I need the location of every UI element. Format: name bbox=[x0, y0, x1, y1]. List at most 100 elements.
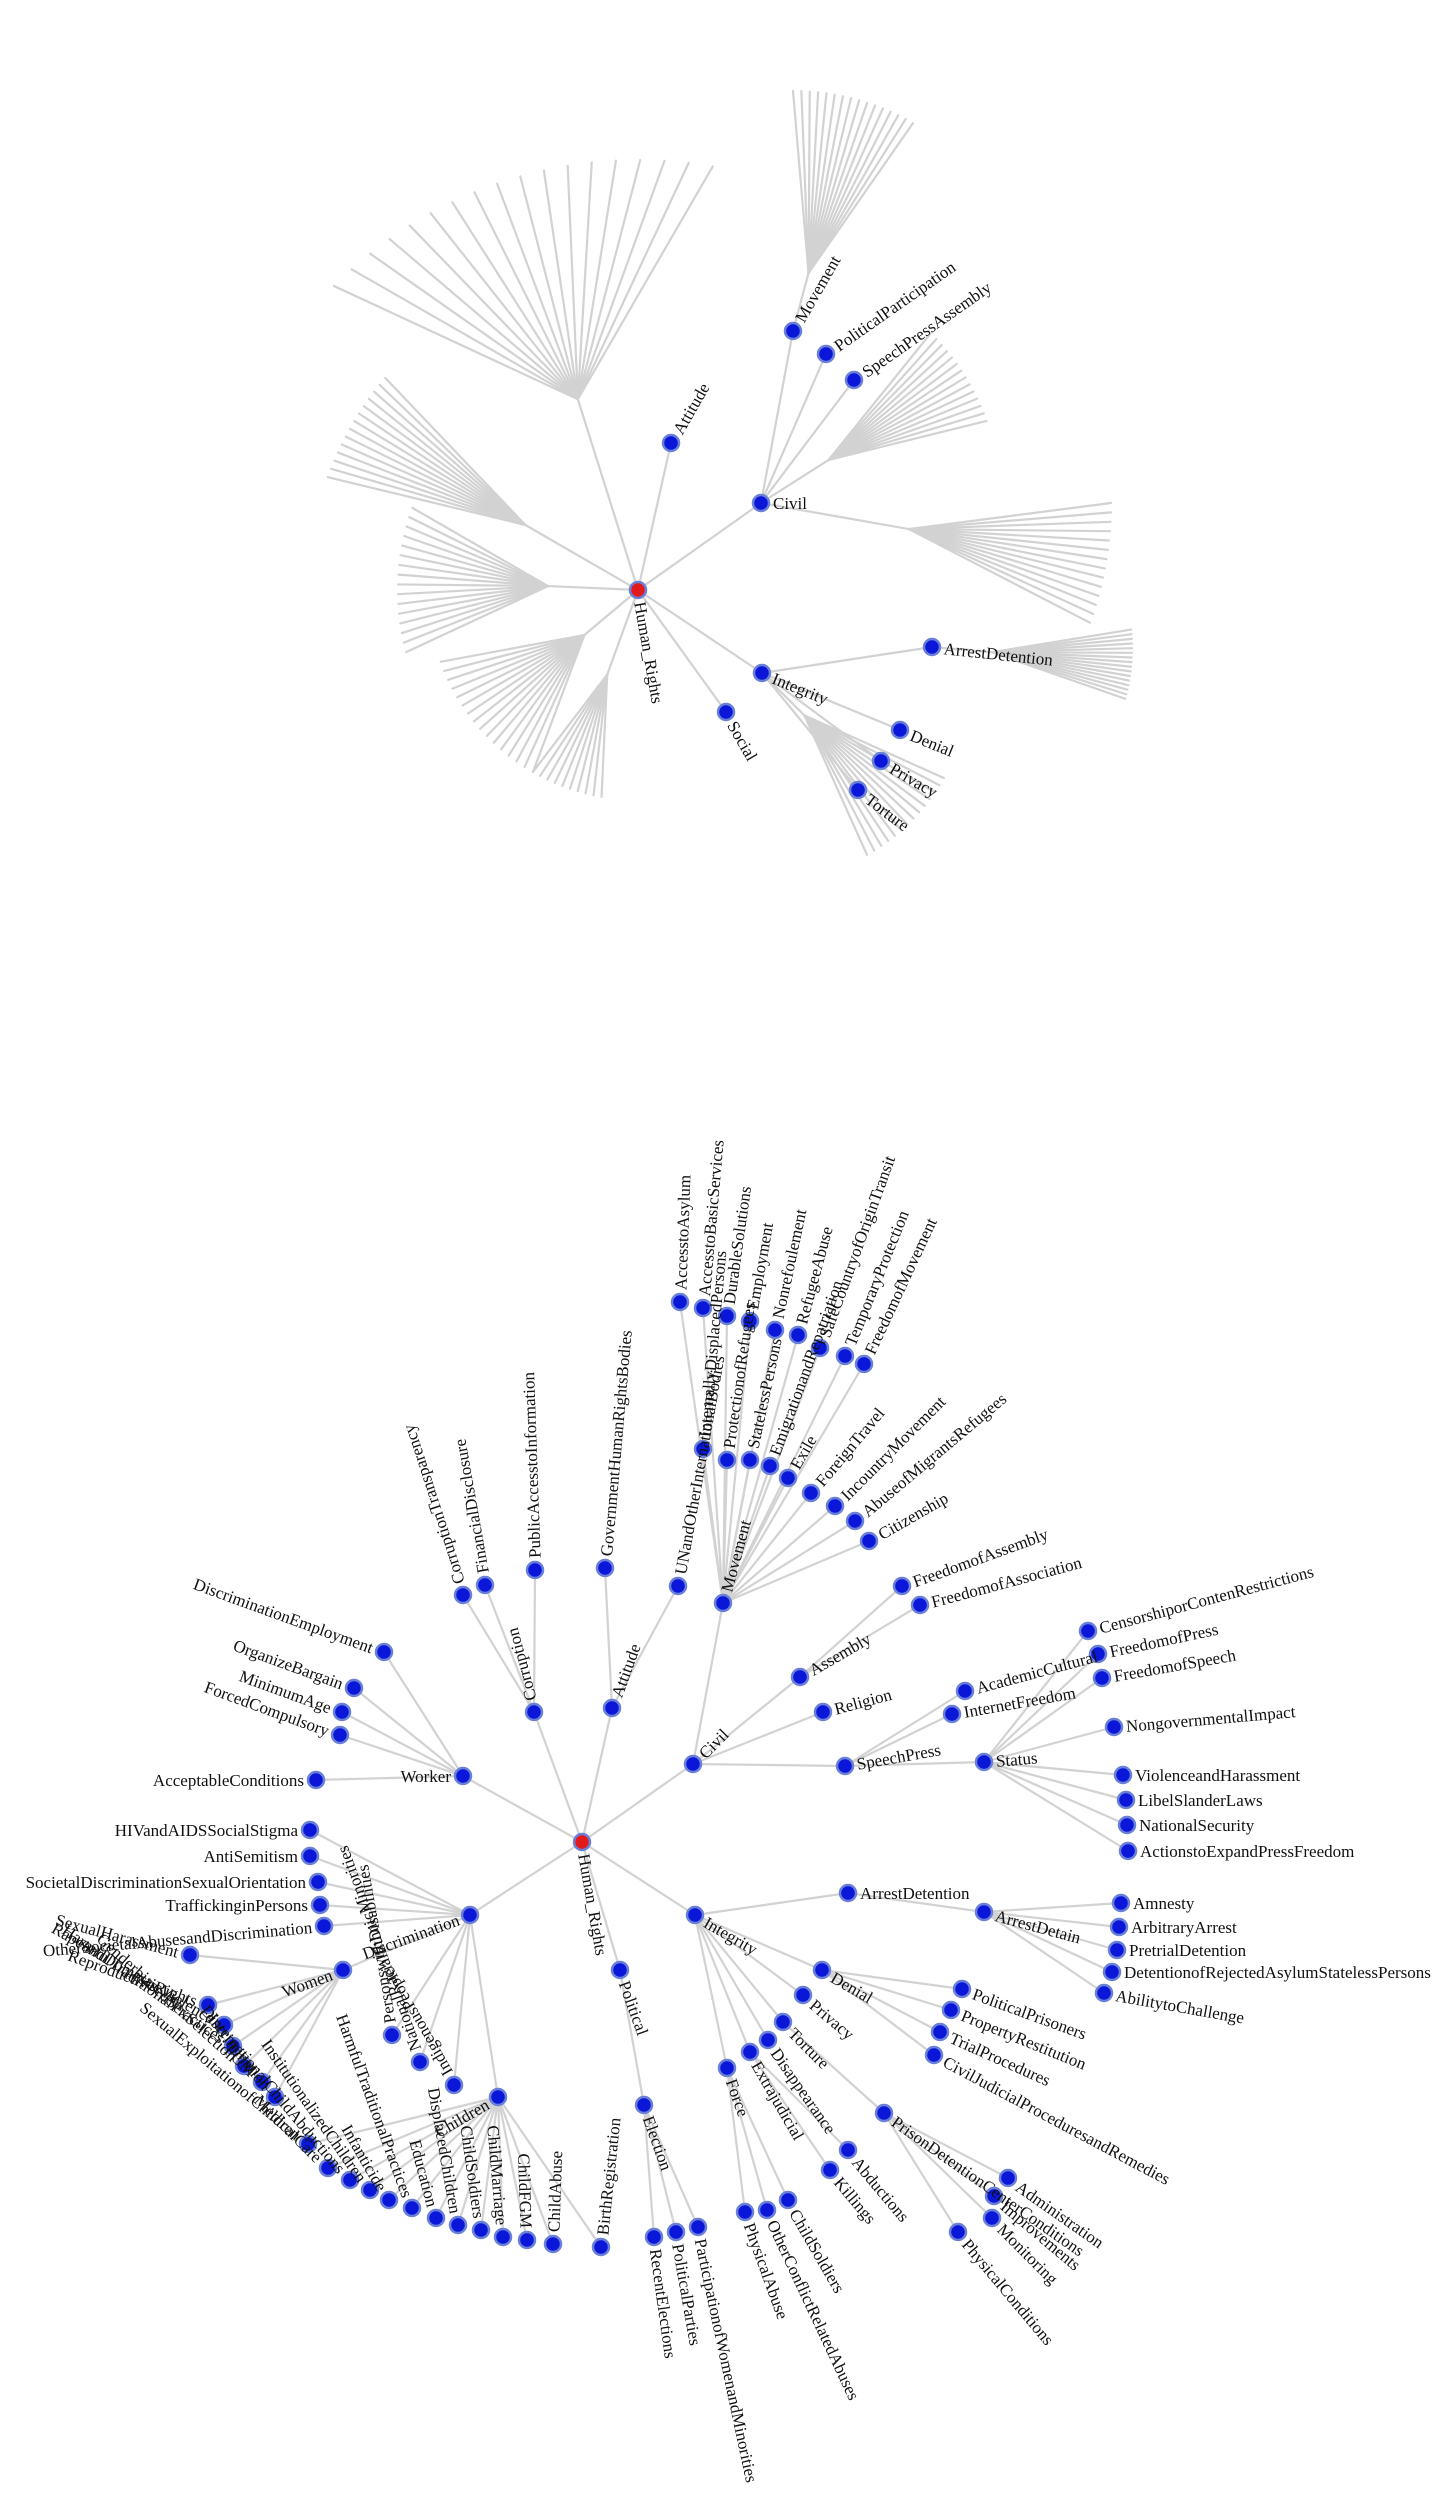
node-corruption-transparency[interactable] bbox=[453, 1585, 473, 1605]
node-trial-procedures[interactable] bbox=[930, 2022, 950, 2042]
node-internally-displaced-persons[interactable] bbox=[693, 1439, 713, 1459]
node-societal-discrimination-sexual-orientation[interactable] bbox=[308, 1872, 328, 1892]
node-medical-care[interactable] bbox=[318, 2158, 338, 2178]
node-prison-detention-center-conditions[interactable] bbox=[874, 2103, 894, 2123]
node-freedomof-assembly[interactable] bbox=[892, 1576, 912, 1596]
node-financial-disclosure[interactable] bbox=[475, 1575, 495, 1595]
node-privacy[interactable] bbox=[793, 1985, 813, 2005]
node-education[interactable] bbox=[426, 2208, 446, 2228]
node-internet-freedom[interactable] bbox=[942, 1704, 962, 1724]
node-child-soldiers[interactable] bbox=[778, 2190, 798, 2210]
node-sexual-harassment[interactable] bbox=[180, 1945, 200, 1965]
node-durable-solutions[interactable] bbox=[717, 1306, 737, 1326]
node-privacy[interactable] bbox=[871, 751, 891, 771]
node-torture[interactable] bbox=[773, 2012, 793, 2032]
node-children[interactable] bbox=[488, 2087, 508, 2107]
node-temporary-protection[interactable] bbox=[835, 1346, 855, 1366]
node-political[interactable] bbox=[610, 1960, 630, 1980]
node-arbitrary-arrest[interactable] bbox=[1109, 1917, 1129, 1937]
node-displaced-children[interactable] bbox=[448, 2215, 468, 2235]
node-property-restitution[interactable] bbox=[941, 2000, 961, 2020]
node-women[interactable] bbox=[333, 1960, 353, 1980]
node-genderbiased-sex-selection[interactable] bbox=[234, 2056, 254, 2076]
node-harmful-traditional-practices[interactable] bbox=[402, 2198, 422, 2218]
node-status[interactable] bbox=[974, 1752, 994, 1772]
node-other-societal-abusesand-discrimination[interactable] bbox=[314, 1916, 334, 1936]
node-safe-countryof-origin-transit[interactable] bbox=[810, 1338, 830, 1358]
node-emigrationand-repatriation[interactable] bbox=[760, 1456, 780, 1476]
node-child-marriage[interactable] bbox=[493, 2227, 513, 2247]
node-arrest-detain[interactable] bbox=[974, 1902, 994, 1922]
node-movement[interactable] bbox=[783, 321, 803, 341]
node-exile[interactable] bbox=[778, 1468, 798, 1488]
node-denial[interactable] bbox=[812, 1960, 832, 1980]
node-acceptable-conditions[interactable] bbox=[306, 1770, 326, 1790]
node-freedomof-association[interactable] bbox=[910, 1595, 930, 1615]
node-forced-compulsory[interactable] bbox=[330, 1725, 350, 1745]
node-attitude[interactable] bbox=[602, 1698, 622, 1718]
node-rapeand-domestic-violence[interactable] bbox=[214, 2015, 234, 2035]
node-birth-registration[interactable] bbox=[591, 2237, 611, 2257]
node-infanticide[interactable] bbox=[379, 2190, 399, 2210]
node-religion[interactable] bbox=[813, 1702, 833, 1722]
root-node[interactable] bbox=[572, 1832, 592, 1852]
node-attitude[interactable] bbox=[661, 433, 681, 453]
node-reproductive-rights[interactable] bbox=[198, 1995, 218, 2015]
node-participationof-womenand-minorities[interactable] bbox=[688, 2217, 708, 2237]
node-political-participation[interactable] bbox=[816, 344, 836, 364]
node-nongovernmental-impact[interactable] bbox=[1104, 1717, 1124, 1737]
node-citizenship[interactable] bbox=[859, 1531, 879, 1551]
node-child-abuse[interactable] bbox=[543, 2234, 563, 2254]
node-accessto-basic-services[interactable] bbox=[693, 1298, 713, 1318]
node-civil-judicial-proceduresand-remedies[interactable] bbox=[924, 2045, 944, 2065]
node-institutionalized-children[interactable] bbox=[360, 2180, 380, 2200]
node-pretrial-detention[interactable] bbox=[1107, 1940, 1127, 1960]
node-abuseof-migrants-refugees[interactable] bbox=[845, 1511, 865, 1531]
node-minimum-age[interactable] bbox=[332, 1702, 352, 1722]
node-anti-semitism[interactable] bbox=[300, 1846, 320, 1866]
node-international-child-abductions[interactable] bbox=[340, 2170, 360, 2190]
node-election[interactable] bbox=[634, 2095, 654, 2115]
node-integrity[interactable] bbox=[752, 663, 772, 683]
node-nonrefoulement[interactable] bbox=[765, 1320, 785, 1340]
node-physical-abuse[interactable] bbox=[735, 2202, 755, 2222]
node-fgm[interactable] bbox=[252, 2072, 272, 2092]
node-sexual-exploitationof-children[interactable] bbox=[298, 2134, 318, 2154]
node-abductions[interactable] bbox=[838, 2140, 858, 2160]
node-discrimination-employment[interactable] bbox=[374, 1642, 394, 1662]
node-arrest-detention[interactable] bbox=[838, 1883, 858, 1903]
node-discrimination[interactable] bbox=[265, 2087, 285, 2107]
node-political-prisoners[interactable] bbox=[952, 1979, 972, 1999]
node-monitoring[interactable] bbox=[982, 2208, 1002, 2228]
node-actionsto-expand-press-freedom[interactable] bbox=[1118, 1841, 1138, 1861]
node-speech-press-assembly[interactable] bbox=[844, 370, 864, 390]
node-employment[interactable] bbox=[740, 1311, 760, 1331]
node-civil[interactable] bbox=[683, 1754, 703, 1774]
node-incountry-movement[interactable] bbox=[825, 1496, 845, 1516]
node-denial[interactable] bbox=[890, 720, 910, 740]
node-political-parties[interactable] bbox=[666, 2222, 686, 2242]
node-libel-slander-laws[interactable] bbox=[1116, 1790, 1136, 1810]
node-movement[interactable] bbox=[713, 1593, 733, 1613]
node-protectionof-refugees[interactable] bbox=[717, 1450, 737, 1470]
node-harmful-traditional-practices[interactable] bbox=[223, 2036, 243, 2056]
node-improvements[interactable] bbox=[984, 2186, 1004, 2206]
node-personswith-disabilities[interactable] bbox=[382, 2025, 402, 2045]
node-traffickingin-persons[interactable] bbox=[310, 1895, 330, 1915]
node-freedomof-press[interactable] bbox=[1088, 1644, 1108, 1664]
node-freedomof-speech[interactable] bbox=[1092, 1668, 1112, 1688]
node-academic-cultural[interactable] bbox=[955, 1681, 975, 1701]
node-unand-other-international-bodies[interactable] bbox=[668, 1576, 688, 1596]
node-physical-conditions[interactable] bbox=[948, 2222, 968, 2242]
node-recent-elections[interactable] bbox=[644, 2227, 664, 2247]
node-arrest-detention[interactable] bbox=[922, 637, 942, 657]
node-public-accessto-information[interactable] bbox=[525, 1560, 545, 1580]
node-government-human-rights-bodies[interactable] bbox=[595, 1558, 615, 1578]
node-speech-press[interactable] bbox=[835, 1756, 855, 1776]
node-hivand-aidssocial-stigma[interactable] bbox=[300, 1820, 320, 1840]
node-disappearance[interactable] bbox=[758, 2030, 778, 2050]
node-worker[interactable] bbox=[453, 1766, 473, 1786]
node-refugee-abuse[interactable] bbox=[788, 1325, 808, 1345]
node-amnesty[interactable] bbox=[1111, 1893, 1131, 1913]
node-foreign-travel[interactable] bbox=[801, 1483, 821, 1503]
